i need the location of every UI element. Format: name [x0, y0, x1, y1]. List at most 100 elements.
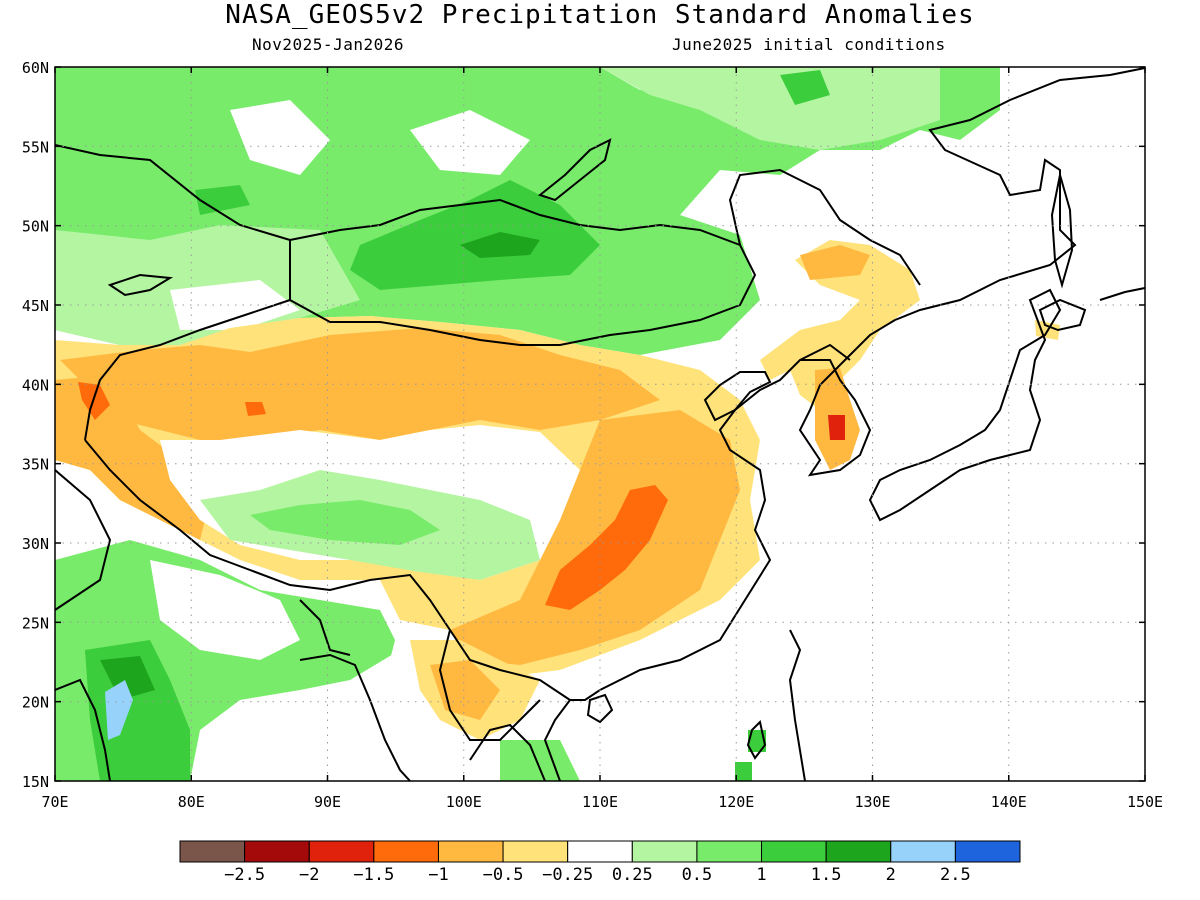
x-tick-label-100E: 100E: [446, 793, 482, 811]
map-title: NASA_GEOS5v2 Precipitation Standard Anom…: [225, 0, 975, 30]
y-tick-label-20N: 20N: [22, 694, 49, 712]
neutral-region-india-central: [150, 560, 300, 660]
y-tick-label-15N: 15N: [22, 773, 49, 791]
y-tick-label-40N: 40N: [22, 376, 49, 394]
x-tick-label-80E: 80E: [178, 793, 205, 811]
colorbar-swatch: [696, 840, 763, 863]
colorbar-swatch: [373, 840, 439, 863]
border-himalaya: [84, 439, 571, 701]
y-tick-label-30N: 30N: [22, 535, 49, 553]
lake-baikal: [537, 138, 612, 202]
anomaly-fields: [55, 67, 1145, 781]
graticule: [55, 67, 1145, 781]
dry-core-korea: [828, 415, 845, 440]
colorbar-swatch: [954, 840, 1021, 863]
dry-region-mongolia-east: [800, 245, 870, 280]
coastlines-and-borders: [55, 67, 1145, 781]
coastline-bay-of-bengal: [299, 653, 411, 781]
wet-peak-mongolia: [460, 232, 540, 258]
light-wet-region-northeast: [600, 67, 940, 150]
dry-region-northeast-china: [760, 240, 920, 410]
border-korea: [799, 343, 851, 361]
wet-peak-india-west: [100, 656, 155, 700]
colorbar-swatch: [631, 840, 698, 863]
dry-core-southeast-asia: [430, 660, 500, 720]
wet-core-mongolia: [350, 180, 600, 290]
colorbar-label: −1: [428, 865, 448, 885]
neutral-patch-kazakh: [230, 100, 330, 175]
initial-conditions: June2025 initial conditions: [672, 35, 946, 54]
x-tick-label-90E: 90E: [314, 793, 341, 811]
axis-tick-marks: [54, 66, 1146, 782]
colorbar-swatch: [825, 840, 892, 863]
colorbar-label: 0.25: [612, 865, 653, 885]
colorbar-label: −1.5: [353, 865, 394, 885]
coastline-taiwan: [746, 719, 767, 760]
coastline-japan: [868, 288, 1062, 522]
colorbar-swatch: [761, 840, 827, 863]
neutral-patch-baikal: [410, 110, 530, 175]
border-china-mongolia: [289, 198, 757, 346]
wet-core-siberia-east: [780, 70, 830, 105]
dry-core-south-china: [545, 485, 668, 610]
wet-core-altai: [195, 185, 250, 215]
colorbar-label: −2.5: [224, 865, 265, 885]
x-tick-label-130E: 130E: [854, 793, 890, 811]
border-india-bangladesh: [299, 599, 351, 656]
border-kazakhstan: [55, 144, 291, 241]
border-pakistan: [55, 469, 112, 611]
wet-core-tibet: [250, 500, 440, 545]
coastline-india-west: [55, 678, 111, 781]
x-tick-label-150E: 150E: [1127, 793, 1163, 811]
very-wet-core-india-coast: [105, 680, 133, 740]
dry-region-tarim: [60, 328, 660, 440]
wet-region-philippines-north: [735, 762, 752, 781]
colorbar-label: 0.5: [682, 865, 713, 885]
x-tick-label-110E: 110E: [582, 793, 618, 811]
border-russia-china-east: [728, 168, 921, 286]
colorbar-swatch: [308, 840, 375, 863]
y-tick-label-50N: 50N: [22, 218, 49, 236]
dry-core-tarim-west: [245, 402, 266, 416]
wet-region-indochina-south: [500, 740, 580, 781]
coastline-asia-east: [543, 67, 1145, 781]
y-tick-label-25N: 25N: [22, 614, 49, 632]
colorbar-swatch: [890, 840, 956, 863]
border-indochina: [438, 629, 541, 741]
coastline-hokkaido: [1038, 298, 1087, 332]
colorbar-label: 2: [886, 865, 896, 885]
colorbar-label: −0.5: [483, 865, 524, 885]
colorbar-label: −2: [299, 865, 319, 885]
wet-region-taiwan: [748, 730, 766, 752]
y-tick-label-35N: 35N: [22, 456, 49, 474]
coastline-kamchatka-link: [1099, 287, 1145, 301]
lake-balkhash: [107, 273, 174, 297]
x-tick-label-70E: 70E: [41, 793, 68, 811]
colorbar-label: 2.5: [940, 865, 971, 885]
coastline-bohai: [703, 371, 772, 422]
colorbar-swatch: [502, 840, 569, 863]
colorbar-swatch: [437, 840, 504, 863]
y-tick-label-55N: 55N: [22, 138, 49, 156]
coastline-sakhalin: [1050, 174, 1074, 289]
forecast-period: Nov2025-Jan2026: [252, 35, 404, 54]
x-tick-label-140E: 140E: [991, 793, 1027, 811]
y-tick-label-60N: 60N: [22, 59, 49, 77]
latitude-tick-labels: 60N 55N 50N 45N 40N 35N 30N 25N 20N 15N: [22, 59, 49, 791]
y-tick-label-45N: 45N: [22, 297, 49, 315]
colorbar-label: −0.25: [542, 865, 593, 885]
colorbar: −2.5 −2 −1.5 −1 −0.5 −0.25 0.25 0.5 1 1.5 2 2.5: [179, 840, 1021, 885]
colorbar-swatch: [567, 840, 633, 863]
x-tick-label-120E: 120E: [718, 793, 754, 811]
colorbar-label: 1: [756, 865, 766, 885]
coastline-hainan: [586, 693, 614, 724]
longitude-tick-labels: 70E 80E 90E 100E 110E 120E 130E 140E 150E: [41, 793, 1163, 811]
colorbar-label: 1.5: [811, 865, 842, 885]
border-china-west: [84, 299, 291, 441]
colorbar-swatch: [244, 840, 310, 863]
coastline-philippines: [788, 629, 806, 781]
dry-region-south-china: [450, 410, 740, 665]
colorbar-swatch: [179, 840, 246, 863]
